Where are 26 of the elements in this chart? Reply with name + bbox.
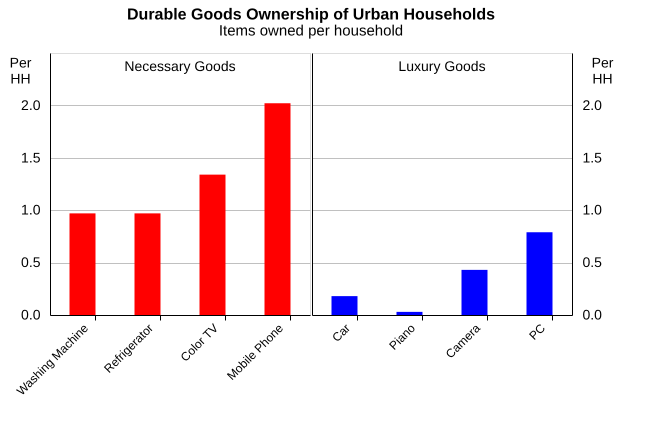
bar xyxy=(134,213,160,315)
y-tick-label: 1.0 xyxy=(21,202,41,218)
annotation: Luxury Goods xyxy=(398,58,486,74)
y-tick-label: 0.5 xyxy=(21,254,41,270)
y2-tick-label: 0.5 xyxy=(582,254,602,270)
bar xyxy=(526,232,552,315)
x-tick-label: Car xyxy=(329,321,353,345)
chart-title: Durable Goods Ownership of Urban Households xyxy=(126,6,496,24)
chart-subtitle: Items owned per household xyxy=(218,22,404,40)
bar xyxy=(70,213,96,315)
y-tick-label: 2.0 xyxy=(21,96,41,113)
bar xyxy=(200,174,226,315)
y2-tick-label: 2.0 xyxy=(582,96,602,113)
y-tick-label: 0.0 xyxy=(21,306,41,322)
y-tick-label: 1.5 xyxy=(21,149,41,166)
y2-axis-title: Per HH xyxy=(592,54,614,86)
bar xyxy=(332,296,358,315)
bar xyxy=(396,312,422,315)
y2-tick-label: 0.0 xyxy=(582,306,602,322)
y2-tick-label: 1.0 xyxy=(582,202,602,218)
y-axis-title: Per HH xyxy=(10,54,32,86)
y2-tick-label: 1.5 xyxy=(582,149,602,166)
x-tick-label: PC xyxy=(526,320,548,343)
bar xyxy=(264,103,290,315)
annotation: Necessary Goods xyxy=(124,58,236,74)
bar xyxy=(462,270,488,315)
